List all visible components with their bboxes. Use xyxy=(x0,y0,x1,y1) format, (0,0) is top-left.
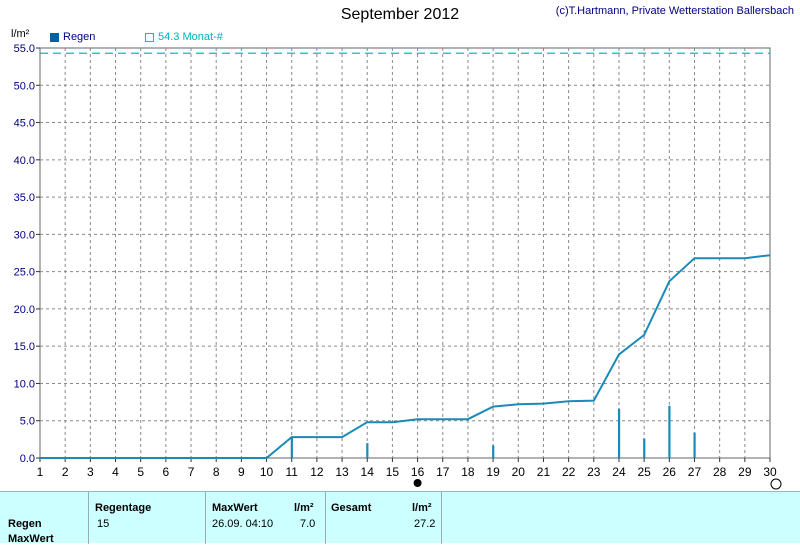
daily-rain-bar xyxy=(643,438,646,458)
x-tick-label: 28 xyxy=(713,465,727,479)
legend-monat-label: 54.3 Monat-# xyxy=(158,31,223,43)
moon-marker-icon xyxy=(770,478,782,490)
x-tick-label: 1 xyxy=(37,465,44,479)
x-tick-label: 11 xyxy=(285,465,298,479)
x-tick-label: 20 xyxy=(512,465,526,479)
x-tick-label: 16 xyxy=(411,465,425,479)
rain-chart: 1 2 3 4 5 6 7 8 9 10 11 12 13 14 15 16 17 18 19 20 21 22 23 24 2… xyxy=(14,43,782,490)
x-tick-label: 24 xyxy=(612,465,626,479)
daily-rain-bar xyxy=(617,408,621,458)
x-tick-label: 23 xyxy=(587,465,601,479)
x-tick-label: 29 xyxy=(738,465,752,479)
gesamt-header: Gesamt xyxy=(331,502,372,514)
x-tick-label: 14 xyxy=(361,465,375,479)
x-tick-label: 12 xyxy=(310,465,324,479)
x-tick-label: 6 xyxy=(163,465,170,479)
x-tick-label: 13 xyxy=(335,465,349,479)
maxwert-date: 26.09. 04:10 xyxy=(212,518,274,530)
separator xyxy=(88,492,89,544)
y-tick-label: 55.0 xyxy=(14,43,35,55)
daily-rain-bar xyxy=(290,437,293,458)
separator xyxy=(325,492,326,544)
plot-area xyxy=(39,47,771,459)
x-tick-label: 27 xyxy=(688,465,702,479)
y-tick-label: 45.0 xyxy=(14,118,35,130)
summary-panel: Regen MaxWert Regentage 15 MaxWert l/m² … xyxy=(0,491,800,545)
gesamt-value: 27.2 xyxy=(414,518,436,530)
daily-rain-bar xyxy=(492,445,495,458)
maxwert-unit: l/m² xyxy=(294,502,314,514)
x-tick-label: 30 xyxy=(763,465,777,479)
x-tick-label: 26 xyxy=(663,465,677,479)
x-tick-label: 10 xyxy=(260,465,274,479)
moon-marker-icon xyxy=(413,479,422,487)
x-tick-label: 15 xyxy=(386,465,400,479)
regentage-value: 15 xyxy=(97,518,110,530)
cumulative-rain-line xyxy=(40,254,771,459)
x-tick-label: 18 xyxy=(461,465,475,479)
gesamt-unit: l/m² xyxy=(412,502,432,514)
daily-rain-bar xyxy=(693,432,696,458)
x-tick-label: 25 xyxy=(637,465,651,479)
separator xyxy=(205,492,206,544)
y-tick-label: 5.0 xyxy=(20,416,35,428)
legend-regen: Regen xyxy=(50,31,95,43)
regen-swatch-icon xyxy=(50,32,59,42)
maxwert-header: MaxWert xyxy=(212,502,258,514)
x-tick-label: 5 xyxy=(137,465,144,479)
chart-title: September 2012 xyxy=(340,6,460,23)
y-tick-label: 10.0 xyxy=(14,378,35,390)
legend-monat: 54.3 Monat-# xyxy=(145,31,223,43)
regentage-header: Regentage xyxy=(95,502,152,514)
x-tick-label: 3 xyxy=(87,465,94,479)
daily-rain-bar xyxy=(366,443,369,458)
y-tick-label: 50.0 xyxy=(14,80,35,92)
y-axis-unit: l/m² xyxy=(11,28,30,40)
y-tick-label: 30.0 xyxy=(14,229,35,241)
x-tick-label: 2 xyxy=(62,465,69,479)
x-tick-label: 19 xyxy=(486,465,500,479)
y-tick-label: 40.0 xyxy=(14,155,35,167)
monat-swatch-icon xyxy=(145,32,154,42)
maxwert-value: 7.0 xyxy=(300,518,316,530)
separator xyxy=(441,492,442,544)
y-tick-label: 35.0 xyxy=(14,192,35,204)
y-tick-label: 15.0 xyxy=(14,341,35,353)
x-tick-label: 4 xyxy=(112,465,119,479)
row-label-regen: Regen xyxy=(8,518,42,530)
y-tick-label: 0.0 xyxy=(20,453,35,465)
y-tick-label: 20.0 xyxy=(14,304,35,316)
legend-regen-label: Regen xyxy=(63,31,96,43)
x-tick-label: 22 xyxy=(562,465,576,479)
x-tick-label: 7 xyxy=(188,465,195,479)
x-tick-label: 21 xyxy=(537,465,551,479)
y-tick-label: 25.0 xyxy=(14,267,35,279)
row-label-maxwert: MaxWert xyxy=(8,533,54,545)
x-tick-label: 9 xyxy=(238,465,245,479)
x-tick-label: 8 xyxy=(213,465,220,479)
credit-text: (c)T.Hartmann, Private Wetterstation Bal… xyxy=(555,5,794,17)
daily-rain-bar xyxy=(668,405,671,458)
x-tick-label: 17 xyxy=(436,465,450,479)
